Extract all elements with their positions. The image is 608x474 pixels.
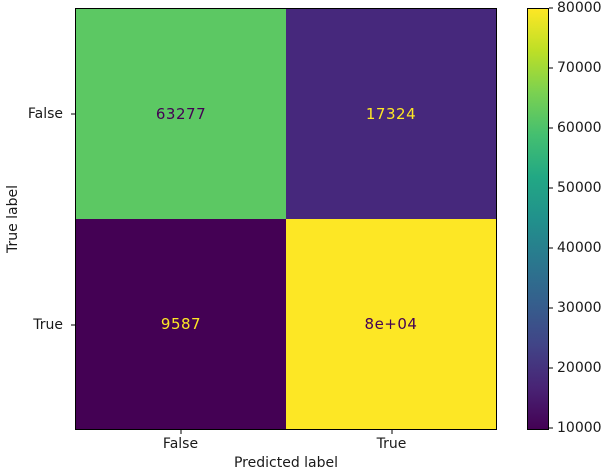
xtick-true: True (376, 436, 407, 452)
colorbar-tick-mark (549, 307, 553, 309)
colorbar-tick-mark (549, 127, 553, 129)
cell-value-label: 9587 (160, 315, 202, 333)
heatmap-plot: 63277 17324 9587 8e+04 (75, 8, 497, 430)
cell-value-label: 17324 (365, 105, 417, 123)
colorbar-tick-label: 80000 (557, 0, 602, 16)
ytick-true: True (33, 316, 63, 333)
xtick-mark (180, 430, 181, 434)
x-axis-ticks: False True (75, 430, 497, 454)
cell-value-label: 63277 (155, 105, 207, 123)
colorbar-tick-mark (549, 187, 553, 189)
cell-value-label: 8e+04 (364, 315, 418, 333)
ytick-mark (71, 324, 75, 325)
colorbar-tick-mark (549, 67, 553, 69)
colorbar-tick-mark (549, 367, 553, 369)
xtick-mark (391, 430, 392, 434)
cell-true-true-pred-false: 9587 (76, 219, 286, 429)
colorbar-ticks: 10000 20000 30000 40000 50000 60000 7000… (549, 0, 608, 436)
colorbar-tick-mark (549, 7, 553, 9)
colorbar-tick-label: 60000 (557, 119, 602, 136)
colorbar-tick-mark (549, 427, 553, 429)
cell-true-true-pred-true: 8e+04 (286, 219, 496, 429)
ytick-false: False (27, 105, 63, 122)
colorbar-tick-label: 30000 (557, 299, 602, 316)
colorbar-tick-label: 50000 (557, 179, 602, 196)
ytick-mark (71, 113, 75, 114)
cell-true-false-pred-true: 17324 (286, 9, 496, 219)
colorbar-tick-label: 70000 (557, 59, 602, 76)
colorbar (527, 8, 549, 430)
cell-true-false-pred-false: 63277 (76, 9, 286, 219)
colorbar-tick-label: 20000 (557, 359, 602, 376)
y-axis-title-wrap: True label (4, 8, 22, 430)
colorbar-tick-label: 40000 (557, 239, 602, 256)
colorbar-tick-mark (549, 247, 553, 249)
xtick-false: False (162, 436, 199, 452)
y-axis-title: True label (5, 184, 22, 254)
colorbar-tick-label: 10000 (557, 419, 602, 436)
y-axis-ticks: False True (0, 8, 75, 430)
x-axis-title: Predicted label (233, 455, 339, 471)
